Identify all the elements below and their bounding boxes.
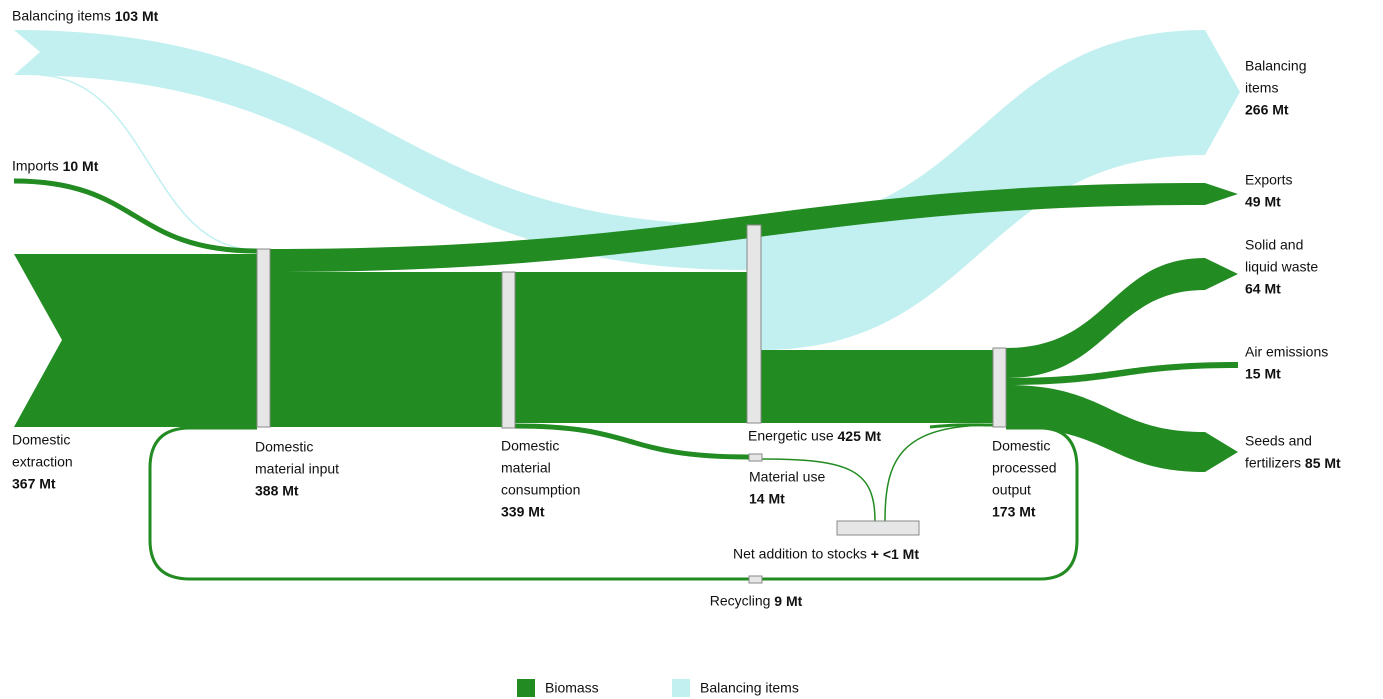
node-label: Air emissions	[1245, 344, 1328, 360]
dpo-stock-flow	[884, 424, 994, 522]
node-value: 14 Mt	[749, 491, 785, 507]
node-value: 266 Mt	[1245, 102, 1289, 118]
node-value: 388 Mt	[255, 483, 299, 499]
node-label: Domestic	[992, 438, 1050, 454]
recycling-loop	[148, 426, 1079, 581]
node-label: Domestic	[255, 439, 313, 455]
node-value: 9 Mt	[774, 593, 802, 609]
energetic-dpo-flow	[761, 350, 993, 423]
balancing-thin-flow	[39, 74, 258, 251]
node-value: 103 Mt	[115, 8, 159, 24]
node-label: Domestic	[501, 438, 559, 454]
node-label: liquid waste	[1245, 259, 1318, 275]
legend: Biomass Balancing items	[517, 679, 799, 697]
material-stock-flow	[761, 458, 876, 522]
node-label: Net addition to stocks + <1 Mt	[733, 546, 919, 562]
node-label: Domestic	[12, 432, 70, 448]
node-label: processed	[992, 460, 1057, 476]
legend-label: Biomass	[545, 680, 599, 696]
dmi-node	[256, 248, 271, 428]
dmi-dmc-flow	[270, 272, 502, 427]
node-label: Balancing items 103 Mt	[12, 8, 159, 24]
solid-waste-flow	[1006, 258, 1238, 378]
node-label: material	[501, 460, 551, 476]
flows	[13, 30, 1240, 581]
energetic-node	[746, 224, 762, 424]
node-value: 15 Mt	[1245, 366, 1281, 382]
node-label: material input	[255, 461, 339, 477]
node-label: Solid and	[1245, 237, 1303, 253]
material-node	[748, 453, 763, 462]
node-label: items	[1245, 80, 1278, 96]
legend-swatch	[517, 679, 535, 697]
dmc-node	[501, 271, 516, 429]
node-value: 85 Mt	[1305, 455, 1341, 471]
node-label: consumption	[501, 482, 580, 498]
seeds-flow	[1006, 385, 1238, 472]
legend-swatch	[672, 679, 690, 697]
node-label: Seeds and	[1245, 433, 1312, 449]
node-label: Exports	[1245, 172, 1292, 188]
node-label: Imports 10 Mt	[12, 158, 99, 174]
node-value: + <1 Mt	[871, 546, 920, 562]
stock-node	[836, 520, 920, 536]
recycling-node	[748, 575, 763, 584]
node-label: Energetic use 425 Mt	[748, 428, 881, 444]
node-value: 64 Mt	[1245, 281, 1281, 297]
node-label: fertilizers 85 Mt	[1245, 455, 1341, 471]
labels: Balancing items 103 Mt Imports 10 Mt Domes…	[12, 8, 1341, 609]
legend-label: Balancing items	[700, 680, 799, 696]
node-label: output	[992, 482, 1031, 498]
dmc-energetic-flow	[515, 272, 747, 423]
dpo-node	[992, 347, 1007, 428]
extraction-flow	[14, 254, 257, 427]
node-value: 339 Mt	[501, 504, 545, 520]
node-value: 49 Mt	[1245, 194, 1281, 210]
node-value: 425 Mt	[838, 428, 882, 444]
node-value: 367 Mt	[12, 476, 56, 492]
nodes	[256, 224, 1007, 584]
node-label: Material use	[749, 469, 825, 485]
node-label: extraction	[12, 454, 73, 470]
material-use-flow	[514, 423, 750, 460]
air-emissions-flow	[1006, 362, 1238, 385]
balancing-in-flow	[14, 30, 747, 270]
node-value: 10 Mt	[63, 158, 99, 174]
node-label: Balancing	[1245, 58, 1307, 74]
node-label: Recycling 9 Mt	[710, 593, 803, 609]
node-value: 173 Mt	[992, 504, 1036, 520]
imports-flow	[13, 178, 258, 254]
